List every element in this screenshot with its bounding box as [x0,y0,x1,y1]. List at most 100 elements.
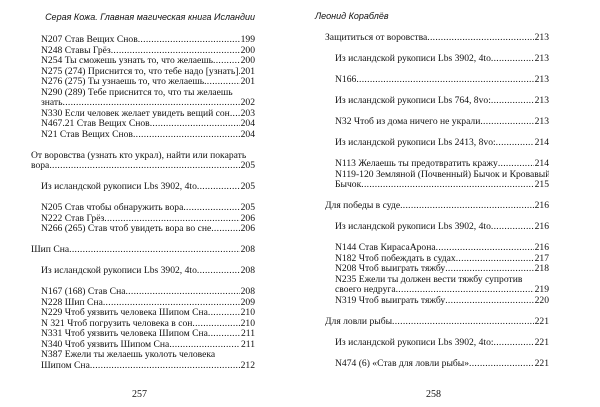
toc-entry[interactable]: N167 (168) Став Сна 208 [31,287,255,298]
toc-section: От воровства (узнать кто украл), найти и… [31,151,255,172]
dot-leader [138,35,240,46]
toc-section: N144 Став КирасаАрона216N182 Чтоб побежд… [325,243,549,306]
toc-entry-title: Для ловли рыбы [325,316,393,327]
toc-entry[interactable]: Из исландской рукописи Lbs 3902, 4to 208 [31,266,255,277]
toc-entry-page: 204 [240,119,255,129]
toc-entry-page: 210 [240,308,255,318]
toc-entry-line: N207 Став Вещих Снов 199 [41,35,255,46]
toc-entry[interactable]: N32 Чтоб из дома ничего не украли 213 [325,117,549,128]
toc-entry-page: 208 [240,245,255,255]
toc-entry[interactable]: N208 Чтоб выиграть тяжбу 218 [325,264,549,275]
toc-entry[interactable]: От воровства (узнать кто украл), найти и… [31,151,255,172]
toc-entry-page: 205 [240,182,255,192]
toc-entry-line: N474 (6) «Став для ловли рыбы» 221 [335,359,549,370]
toc-entry-line: Из исландской рукописи Lbs 3902, 4to: 221 [335,338,549,349]
toc-entry-line: знать 202 [41,98,255,109]
toc-entry-page: 206 [240,224,255,234]
toc-entry[interactable]: Из исландской рукописи Lbs 2413, 8vo: 214 [325,138,549,149]
toc-entry-title: Из исландской рукописи Lbs 3902, 4to: [335,337,494,348]
toc-entry-line: N254 Ты сможешь узнать то, что желаешь 20… [41,56,255,67]
toc-entry[interactable]: N182 Чтоб побеждать в судах 217 [325,254,549,265]
toc-entry-page: 216 [534,243,549,253]
toc-entry[interactable]: N113 Желаешь ты предотвратить кражу 214 [325,159,549,170]
toc-entry-title: Шип Сна [31,245,70,255]
toc-entry[interactable]: N207 Став Вещих Снов 199 [31,35,255,46]
toc-entry[interactable]: N144 Став КирасаАрона 216 [325,243,549,254]
toc-entry[interactable]: N387 Ежели ты желаешь уколоть человека Ши… [31,350,255,371]
toc-entry[interactable]: Из исландской рукописи Lbs 3902, 4to: 221 [325,338,549,349]
toc-entry[interactable]: N330 Если человек желает увидеть вещий с… [31,109,255,120]
dot-leader [498,159,534,170]
toc-entry[interactable]: N331 Чтоб уязвить человека Шипом Сна 211 [31,329,255,340]
toc-entry-line: N248 Ставы Грёз 200 [41,46,255,57]
toc-entry[interactable]: N205 Став чтобы обнаружить вора 205 [31,203,255,214]
page-number: 257 [132,389,147,400]
toc-entry-line: Из исландской рукописи Lbs 3902, 4to 208 [41,266,255,277]
toc-entry[interactable]: Для ловли рыбы 221 [325,317,549,328]
toc-entry[interactable]: N166 213 [325,75,549,86]
toc-entry[interactable]: N 321 Чтоб погрузить человека в сон 210 [31,319,255,330]
toc-entry[interactable]: N467.21 Став Вещих Снов 204 [31,119,255,130]
toc-entry[interactable]: N276 (275) Ты узнаешь то, что желаешь 201 [31,77,255,88]
toc-entry[interactable]: N235 Ежели ты должен вести тяжбу супроти… [325,275,549,296]
toc-entry[interactable]: Шип Сна 208 [31,245,255,256]
toc-entry[interactable]: N229 Чтоб уязвить человека Шипом Сна 210 [31,308,255,319]
toc-entry-page: 216 [534,222,549,232]
dot-leader [491,54,534,65]
dot-leader [211,224,239,235]
toc-entry-page: 205 [240,161,255,171]
toc-entry-line: вора 205 [31,161,255,172]
left-page: Серая Кожа. Главная магическая книга Исл… [0,0,300,407]
toc-entry[interactable]: N222 Став Грёз 206 [31,214,255,225]
toc-entry[interactable]: N275 (274) Приснится то, что тебе надо [… [31,67,255,78]
toc-entry[interactable]: Защититься от воровства 213 [325,33,549,44]
toc-entry-page: 216 [534,201,549,211]
toc-entry-line: Из исландской рукописи Lbs 3902, 4to 216 [335,222,549,233]
toc-entry-line: N32 Чтоб из дома ничего не украли 213 [335,117,549,128]
toc-entry-title: N235 Ежели ты должен вести тяжбу супроти… [335,274,523,285]
toc-entry[interactable]: N319 Чтоб выиграть тяжбу 220 [325,296,549,307]
toc-entry-title: N119-120 Земляной (Почвенный) Бычок и Кр… [335,169,549,180]
toc-entry-line: Из исландской рукописи Lbs 3902, 4to 205 [41,182,255,193]
toc-entry-title: N182 Чтоб побеждать в судах [335,253,456,264]
toc-section: N167 (168) Став Сна208N228 Шип Сна209N22… [31,287,255,371]
toc-entry-line: N467.21 Став Вещих Снов 204 [41,119,255,130]
table-of-contents: N207 Став Вещих Снов 199 N248 Ставы Грёз 20… [31,35,255,382]
toc-entry-page: 220 [534,295,549,306]
toc-entry[interactable]: Из исландской рукописи Lbs 3902, 4to 213 [325,54,549,65]
toc-entry-line: Из исландской рукописи Lbs 3902, 4to 213 [335,54,549,65]
toc-entry-line: N 321 Чтоб погрузить человека в сон 210 [41,319,255,330]
toc-entry[interactable]: Из исландской рукописи Lbs 3902, 4to 216 [325,222,549,233]
toc-section: Для ловли рыбы 221 [325,317,549,328]
dot-leader [90,361,240,372]
toc-entry-line: Для ловли рыбы 221 [325,317,549,328]
toc-entry[interactable]: Из исландской рукописи Lbs 3902, 4to 205 [31,182,255,193]
toc-section: Из исландской рукописи Lbs 3902, 4to: 221 [325,338,549,349]
toc-entry[interactable]: N119-120 Земляной (Почвенный) Бычок и Кр… [325,170,549,191]
toc-entry[interactable]: N21 Став Вещих Снов 204 [31,130,255,141]
dot-leader [197,182,240,193]
toc-entry[interactable]: N254 Ты сможешь узнать то, что желаешь 20… [31,56,255,67]
toc-section: N207 Став Вещих Снов 199 N248 Ставы Грёз 20… [31,35,255,140]
toc-entry-page: 213 [534,117,549,127]
toc-entry-line: N387 Ежели ты желаешь уколоть человека [41,350,255,361]
dot-leader [49,161,239,172]
toc-entry-title: N266 (265) Став чтоб увидеть вора во сне [41,224,212,234]
dot-leader [104,214,239,225]
toc-entry[interactable]: N248 Ставы Грёз 200 [31,46,255,57]
toc-entry[interactable]: N290 (289) Тебе приснится то, что ты жел… [31,88,255,109]
toc-entry[interactable]: Для победы в суде 216 [325,201,549,212]
toc-entry[interactable]: N228 Шип Сна 209 [31,298,255,309]
toc-entry[interactable]: N474 (6) «Став для ловли рыбы» 221 [325,359,549,370]
toc-section: N474 (6) «Став для ловли рыбы» 221 [325,359,549,370]
toc-entry[interactable]: Из исландской рукописи Lbs 764, 8vo: 213 [325,96,549,107]
dot-leader [150,119,240,130]
toc-entry-line: N331 Чтоб уязвить человека Шипом Сна 211 [41,329,255,340]
dot-leader [436,243,534,254]
toc-entry[interactable]: N266 (265) Став чтоб увидеть вора во сне… [31,224,255,235]
toc-entry-line: Бычок 215 [335,180,549,191]
toc-entry[interactable]: N340 Чтоб уязвить Шипом Сна 211 [31,340,255,351]
dot-leader [396,285,534,296]
toc-entry-title: N208 Чтоб выиграть тяжбу [335,264,446,274]
toc-entry-line: N276 (275) Ты узнаешь то, что желаешь 201 [41,77,255,88]
